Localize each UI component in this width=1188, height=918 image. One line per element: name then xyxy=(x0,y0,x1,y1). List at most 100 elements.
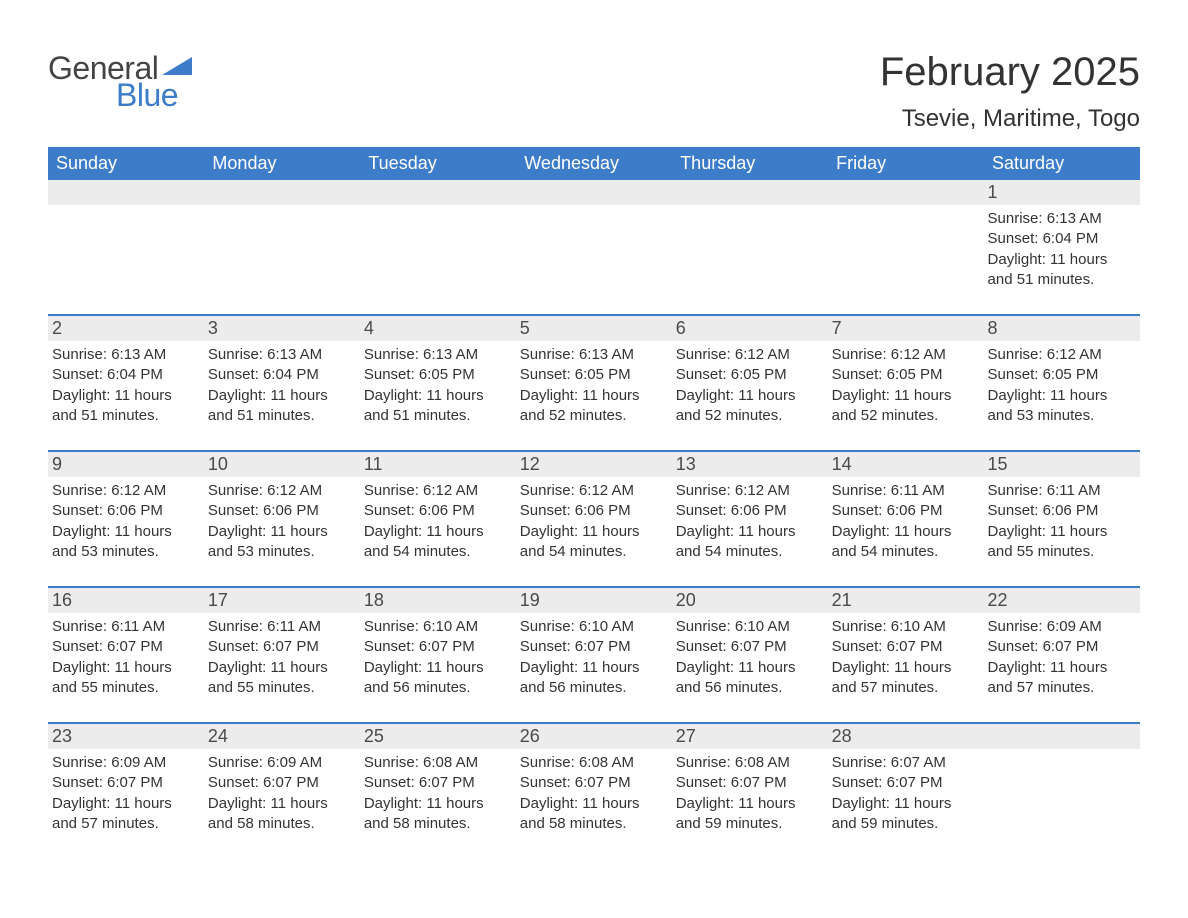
day-details: Sunrise: 6:10 AMSunset: 6:07 PMDaylight:… xyxy=(832,617,978,698)
day-details: Sunrise: 6:12 AMSunset: 6:06 PMDaylight:… xyxy=(52,481,198,562)
sunrise-text: Sunrise: 6:13 AM xyxy=(208,345,354,365)
daylight-text: Daylight: 11 hours and 54 minutes. xyxy=(832,522,978,563)
calendar-cell: 2Sunrise: 6:13 AMSunset: 6:04 PMDaylight… xyxy=(48,315,204,451)
sunrise-text: Sunrise: 6:10 AM xyxy=(676,617,822,637)
day-details: Sunrise: 6:08 AMSunset: 6:07 PMDaylight:… xyxy=(520,753,666,834)
sunset-text: Sunset: 6:06 PM xyxy=(676,501,822,521)
day-number: 25 xyxy=(360,724,516,749)
logo-word2: Blue xyxy=(116,77,196,114)
day-number xyxy=(984,724,1140,749)
sunset-text: Sunset: 6:05 PM xyxy=(364,365,510,385)
sunrise-text: Sunrise: 6:10 AM xyxy=(832,617,978,637)
daylight-text: Daylight: 11 hours and 54 minutes. xyxy=(676,522,822,563)
day-details: Sunrise: 6:11 AMSunset: 6:06 PMDaylight:… xyxy=(988,481,1134,562)
title-block: February 2025 Tsevie, Maritime, Togo xyxy=(880,50,1140,133)
day-details: Sunrise: 6:10 AMSunset: 6:07 PMDaylight:… xyxy=(676,617,822,698)
calendar-cell: 27Sunrise: 6:08 AMSunset: 6:07 PMDayligh… xyxy=(672,723,828,858)
day-number: 27 xyxy=(672,724,828,749)
day-number: 21 xyxy=(828,588,984,613)
sunset-text: Sunset: 6:06 PM xyxy=(52,501,198,521)
sunrise-text: Sunrise: 6:09 AM xyxy=(208,753,354,773)
day-number: 9 xyxy=(48,452,204,477)
daylight-text: Daylight: 11 hours and 53 minutes. xyxy=(208,522,354,563)
day-number: 19 xyxy=(516,588,672,613)
day-number: 22 xyxy=(984,588,1140,613)
weekday-header: Saturday xyxy=(984,147,1140,180)
day-details: Sunrise: 6:12 AMSunset: 6:06 PMDaylight:… xyxy=(364,481,510,562)
sunset-text: Sunset: 6:05 PM xyxy=(832,365,978,385)
sunrise-text: Sunrise: 6:12 AM xyxy=(52,481,198,501)
location-label: Tsevie, Maritime, Togo xyxy=(880,105,1140,133)
calendar-cell: 28Sunrise: 6:07 AMSunset: 6:07 PMDayligh… xyxy=(828,723,984,858)
day-details: Sunrise: 6:11 AMSunset: 6:07 PMDaylight:… xyxy=(52,617,198,698)
sunset-text: Sunset: 6:07 PM xyxy=(208,773,354,793)
daylight-text: Daylight: 11 hours and 55 minutes. xyxy=(988,522,1134,563)
day-number: 3 xyxy=(204,316,360,341)
sunrise-text: Sunrise: 6:13 AM xyxy=(364,345,510,365)
calendar-cell: 8Sunrise: 6:12 AMSunset: 6:05 PMDaylight… xyxy=(984,315,1140,451)
day-number: 4 xyxy=(360,316,516,341)
daylight-text: Daylight: 11 hours and 58 minutes. xyxy=(208,794,354,835)
daylight-text: Daylight: 11 hours and 54 minutes. xyxy=(520,522,666,563)
calendar-cell: 12Sunrise: 6:12 AMSunset: 6:06 PMDayligh… xyxy=(516,451,672,587)
calendar-cell: 23Sunrise: 6:09 AMSunset: 6:07 PMDayligh… xyxy=(48,723,204,858)
day-number: 5 xyxy=(516,316,672,341)
day-number xyxy=(672,180,828,205)
calendar-cell xyxy=(48,180,204,315)
sunrise-text: Sunrise: 6:11 AM xyxy=(832,481,978,501)
calendar-cell: 14Sunrise: 6:11 AMSunset: 6:06 PMDayligh… xyxy=(828,451,984,587)
daylight-text: Daylight: 11 hours and 57 minutes. xyxy=(52,794,198,835)
sunset-text: Sunset: 6:06 PM xyxy=(364,501,510,521)
day-details: Sunrise: 6:13 AMSunset: 6:05 PMDaylight:… xyxy=(520,345,666,426)
sunrise-text: Sunrise: 6:13 AM xyxy=(52,345,198,365)
calendar-cell: 21 Sunrise: 6:10 AMSunset: 6:07 PMDayligh… xyxy=(828,587,984,723)
day-details: Sunrise: 6:13 AMSunset: 6:05 PMDaylight:… xyxy=(364,345,510,426)
day-number: 1 xyxy=(984,180,1140,205)
sunset-text: Sunset: 6:07 PM xyxy=(52,773,198,793)
sunset-text: Sunset: 6:07 PM xyxy=(832,637,978,657)
calendar-cell: 26Sunrise: 6:08 AMSunset: 6:07 PMDayligh… xyxy=(516,723,672,858)
weekday-header: Tuesday xyxy=(360,147,516,180)
daylight-text: Daylight: 11 hours and 52 minutes. xyxy=(520,386,666,427)
sunset-text: Sunset: 6:04 PM xyxy=(208,365,354,385)
sunrise-text: Sunrise: 6:09 AM xyxy=(988,617,1134,637)
day-number: 17 xyxy=(204,588,360,613)
calendar-table: SundayMondayTuesdayWednesdayThursdayFrid… xyxy=(48,147,1140,858)
sunset-text: Sunset: 6:05 PM xyxy=(520,365,666,385)
sunrise-text: Sunrise: 6:07 AM xyxy=(832,753,978,773)
daylight-text: Daylight: 11 hours and 51 minutes. xyxy=(364,386,510,427)
calendar-cell xyxy=(672,180,828,315)
calendar-cell: 5 Sunrise: 6:13 AMSunset: 6:05 PMDaylight… xyxy=(516,315,672,451)
day-details: Sunrise: 6:12 AMSunset: 6:05 PMDaylight:… xyxy=(832,345,978,426)
sunset-text: Sunset: 6:07 PM xyxy=(676,637,822,657)
sunset-text: Sunset: 6:07 PM xyxy=(52,637,198,657)
calendar-cell: 11 Sunrise: 6:12 AMSunset: 6:06 PMDayligh… xyxy=(360,451,516,587)
sunset-text: Sunset: 6:07 PM xyxy=(520,773,666,793)
calendar-cell: 22Sunrise: 6:09 AMSunset: 6:07 PMDayligh… xyxy=(984,587,1140,723)
calendar-cell xyxy=(516,180,672,315)
sunset-text: Sunset: 6:07 PM xyxy=(520,637,666,657)
day-details: Sunrise: 6:13 AMSunset: 6:04 PMDaylight:… xyxy=(52,345,198,426)
day-number: 24 xyxy=(204,724,360,749)
sunset-text: Sunset: 6:04 PM xyxy=(988,229,1134,249)
calendar-cell xyxy=(204,180,360,315)
sunrise-text: Sunrise: 6:11 AM xyxy=(988,481,1134,501)
day-number: 11 xyxy=(360,452,516,477)
calendar-cell: 9 Sunrise: 6:12 AMSunset: 6:06 PMDaylight… xyxy=(48,451,204,587)
sunrise-text: Sunrise: 6:08 AM xyxy=(364,753,510,773)
daylight-text: Daylight: 11 hours and 51 minutes. xyxy=(988,250,1134,291)
daylight-text: Daylight: 11 hours and 56 minutes. xyxy=(676,658,822,699)
day-number: 23 xyxy=(48,724,204,749)
sunrise-text: Sunrise: 6:10 AM xyxy=(364,617,510,637)
day-number xyxy=(48,180,204,205)
day-details: Sunrise: 6:12 AMSunset: 6:06 PMDaylight:… xyxy=(520,481,666,562)
sunrise-text: Sunrise: 6:12 AM xyxy=(520,481,666,501)
day-details: Sunrise: 6:10 AMSunset: 6:07 PMDaylight:… xyxy=(520,617,666,698)
day-details: Sunrise: 6:12 AMSunset: 6:05 PMDaylight:… xyxy=(988,345,1134,426)
calendar-cell: 1Sunrise: 6:13 AMSunset: 6:04 PMDaylight… xyxy=(984,180,1140,315)
sunrise-text: Sunrise: 6:11 AM xyxy=(52,617,198,637)
sunset-text: Sunset: 6:07 PM xyxy=(832,773,978,793)
daylight-text: Daylight: 11 hours and 59 minutes. xyxy=(676,794,822,835)
day-details: Sunrise: 6:12 AMSunset: 6:05 PMDaylight:… xyxy=(676,345,822,426)
daylight-text: Daylight: 11 hours and 56 minutes. xyxy=(520,658,666,699)
